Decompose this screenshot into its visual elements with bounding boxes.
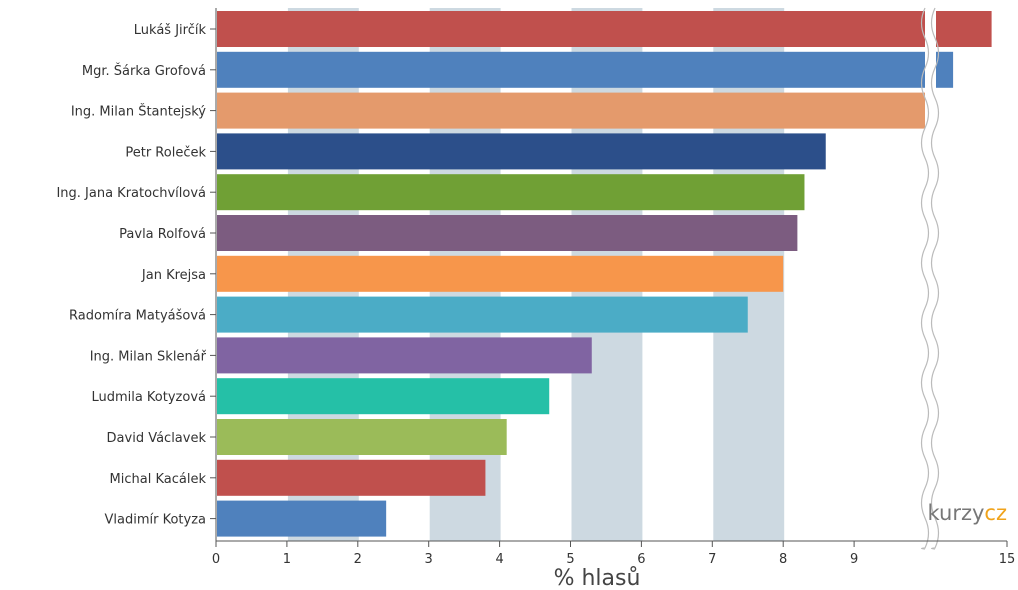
bar (217, 51, 954, 88)
category-label: Petr Roleček (125, 145, 206, 160)
brand-logo-part2: cz (984, 501, 1007, 525)
bar (217, 255, 784, 292)
x-tick-label: 7 (708, 552, 716, 567)
bar (217, 500, 387, 537)
x-tick-label: 2 (354, 552, 362, 567)
category-label: Ing. Milan Sklenář (90, 349, 207, 364)
bar (217, 174, 805, 211)
category-label: Lukáš Jirčík (134, 23, 207, 38)
axis-break-edge (930, 7, 940, 550)
category-label: David Václavek (107, 431, 207, 446)
category-label: Ludmila Kotyzová (91, 390, 206, 405)
x-tick-label: 4 (495, 552, 503, 567)
category-label: Radomíra Matyášová (69, 309, 206, 324)
bar (217, 459, 486, 496)
axis-break-edge (920, 7, 930, 550)
x-tick-label: 5 (566, 552, 574, 567)
axis-break-marker (920, 7, 940, 551)
x-axis-title: % hlasů (554, 566, 641, 590)
x-tick-label: 3 (425, 552, 433, 567)
brand-logo: kurzycz (928, 501, 1008, 525)
bar (217, 378, 550, 415)
category-label: Ing. Jana Kratochvílová (56, 186, 206, 201)
bar (217, 11, 992, 47)
bars (217, 11, 992, 537)
bar (217, 296, 748, 333)
x-tick-label: 1 (283, 552, 291, 567)
brand-logo-part1: kurzy (928, 501, 985, 525)
bar (217, 419, 507, 455)
bar (217, 133, 826, 170)
x-axis: 0 1 2 3 4 5 6 7 8 9 15 (212, 540, 1016, 567)
bar (217, 215, 798, 251)
category-label: Jan Krejsa (141, 268, 206, 283)
category-label: Michal Kacálek (110, 472, 207, 487)
x-tick-label: 0 (212, 552, 220, 567)
x-tick-label: 15 (999, 552, 1016, 567)
x-tick-label: 8 (779, 552, 787, 567)
category-label: Pavla Rolfová (119, 227, 206, 242)
x-tick-label: 9 (850, 552, 858, 567)
x-tick-label: 6 (637, 552, 645, 567)
category-label: Mgr. Šárka Grofová (82, 63, 206, 79)
category-label: Vladimír Kotyza (105, 513, 207, 528)
y-axis: Lukáš Jirčík Mgr. Šárka Grofová Ing. Milan… (56, 8, 217, 541)
bar (217, 337, 592, 374)
category-label: Ing. Milan Štantejský (71, 104, 206, 120)
bar (217, 92, 930, 129)
axis-break-band (925, 8, 936, 551)
